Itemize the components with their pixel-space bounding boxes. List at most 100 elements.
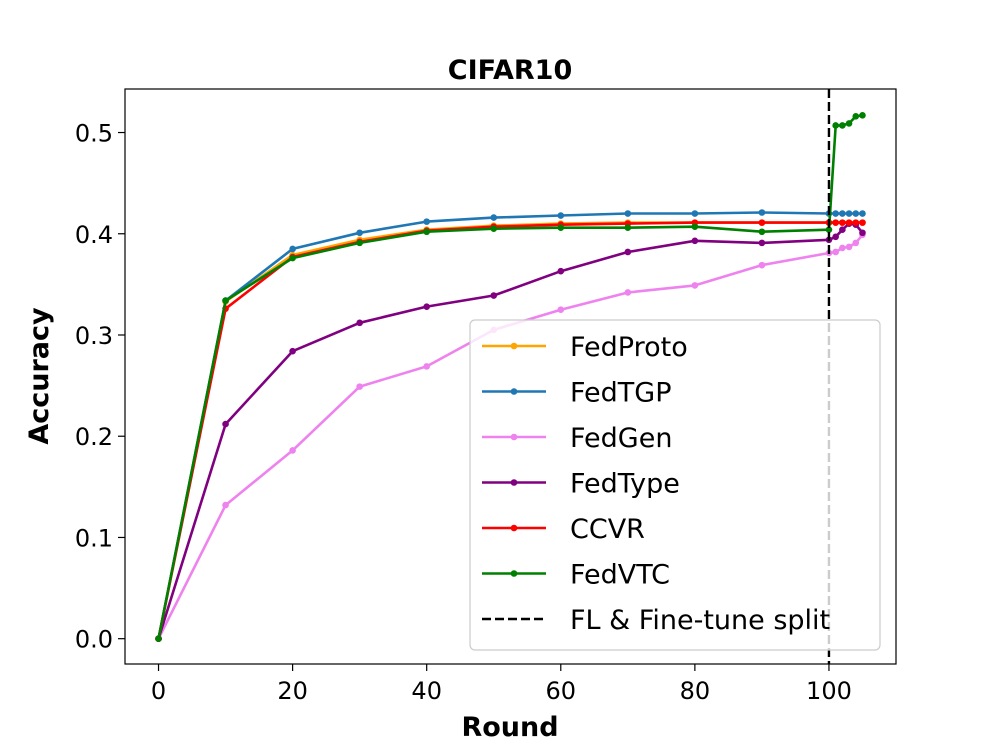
- legend-label: FL & Fine-tune split: [570, 605, 830, 636]
- legend-swatch-marker: [510, 388, 518, 395]
- x-axis: 0 20 40 60 80 100: [151, 664, 852, 705]
- data-point: [832, 122, 839, 129]
- data-point: [839, 219, 846, 226]
- legend-item: FL & Fine-tune split: [482, 605, 830, 636]
- data-point: [423, 218, 430, 225]
- legend-item: FedType: [482, 469, 680, 500]
- data-point: [832, 219, 839, 226]
- data-point: [222, 420, 229, 428]
- y-tick-label: 0.3: [75, 322, 113, 350]
- data-point: [557, 212, 565, 219]
- data-point: [845, 219, 853, 226]
- x-tick-label: 0: [151, 677, 166, 705]
- legend-item: FedProto: [482, 332, 688, 363]
- data-point: [852, 219, 860, 226]
- x-tick-label: 60: [546, 677, 577, 705]
- legend-swatch-marker: [510, 433, 518, 441]
- data-point: [852, 239, 860, 247]
- data-point: [758, 261, 766, 269]
- data-point: [845, 210, 853, 217]
- data-point: [691, 223, 699, 230]
- y-axis-title: Accuracy: [24, 307, 55, 445]
- data-point: [222, 297, 229, 304]
- data-point: [758, 239, 766, 247]
- series-line-fedtype: [157, 222, 864, 640]
- data-point: [832, 210, 839, 217]
- series-fedtgp: [155, 209, 866, 642]
- data-point: [691, 237, 699, 245]
- data-point: [356, 319, 363, 327]
- data-point: [289, 245, 296, 253]
- data-point: [356, 229, 363, 237]
- plot-area: [155, 89, 866, 664]
- legend-label: FedGen: [570, 423, 672, 454]
- y-tick-label: 0.4: [75, 221, 113, 249]
- data-point: [825, 226, 833, 234]
- x-axis-title: Round: [461, 712, 558, 743]
- data-point: [423, 303, 430, 310]
- series-line-fedgen: [157, 233, 864, 640]
- legend-item: FedVTC: [482, 560, 670, 591]
- data-point: [557, 224, 565, 231]
- series-line-fedtgp: [157, 211, 863, 639]
- legend-label: FedVTC: [570, 560, 670, 591]
- series-fedvtc: [155, 112, 866, 642]
- legend-label: FedType: [570, 469, 680, 500]
- y-tick-label: 0.1: [75, 524, 113, 552]
- data-point: [839, 122, 846, 129]
- data-point: [289, 347, 296, 355]
- data-point: [839, 226, 846, 234]
- legend-label: FedProto: [570, 332, 688, 363]
- legend-label: FedTGP: [570, 378, 672, 409]
- data-point: [845, 243, 853, 251]
- legend-swatch-marker: [510, 524, 518, 532]
- chart-title: CIFAR10: [448, 55, 572, 86]
- y-axis: 0.0 0.1 0.2 0.3 0.4 0.5: [75, 120, 125, 654]
- data-point: [758, 219, 766, 226]
- series-line-fedvtc: [157, 114, 863, 639]
- data-point: [691, 210, 699, 217]
- data-point: [624, 248, 632, 256]
- legend-swatch-marker: [510, 479, 518, 486]
- x-tick-label: 20: [277, 677, 308, 705]
- data-point: [839, 210, 846, 217]
- data-point: [859, 210, 866, 217]
- data-point: [758, 209, 766, 216]
- data-point: [557, 306, 565, 313]
- plot-frame: [124, 88, 897, 665]
- data-point: [423, 363, 430, 370]
- data-point: [356, 239, 363, 247]
- data-point: [859, 112, 866, 119]
- legend-swatch-marker: [510, 342, 518, 350]
- data-point: [155, 635, 162, 642]
- data-point: [839, 244, 846, 252]
- data-point: [852, 210, 860, 217]
- x-tick-label: 80: [680, 677, 711, 705]
- y-tick-label: 0.0: [75, 626, 113, 654]
- legend-box: [469, 319, 881, 651]
- y-tick-label: 0.2: [75, 423, 113, 451]
- data-point: [845, 120, 853, 127]
- legend-item: FedGen: [482, 423, 672, 454]
- legend-label: CCVR: [570, 514, 645, 545]
- data-point: [624, 289, 632, 296]
- data-point: [758, 228, 766, 236]
- data-point: [557, 267, 565, 275]
- legend-item: FedTGP: [482, 378, 672, 409]
- data-point: [423, 228, 430, 236]
- data-point: [859, 229, 866, 237]
- data-point: [624, 224, 632, 231]
- data-point: [289, 447, 296, 454]
- y-tick-label: 0.5: [75, 120, 113, 148]
- data-point: [222, 501, 229, 509]
- legend: FedProto FedTGP FedGen FedType CCVR FedVTC FL …: [469, 319, 881, 651]
- data-point: [832, 248, 839, 256]
- data-point: [356, 383, 363, 390]
- data-point: [490, 292, 498, 299]
- data-point: [490, 225, 498, 233]
- x-tick-label: 100: [806, 677, 852, 705]
- data-point: [832, 233, 839, 241]
- data-point: [691, 282, 699, 289]
- legend-swatch-marker: [510, 570, 518, 577]
